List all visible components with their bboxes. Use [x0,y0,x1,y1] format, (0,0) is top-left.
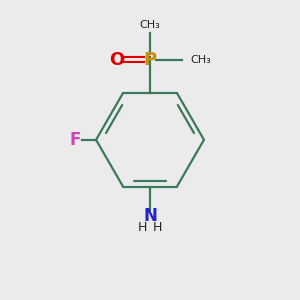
Text: H: H [138,221,147,234]
Text: O: O [109,50,124,68]
Text: CH₃: CH₃ [140,20,160,30]
Text: P: P [143,50,157,68]
Text: F: F [70,131,81,149]
Text: N: N [143,207,157,225]
Text: H: H [153,221,162,234]
Text: CH₃: CH₃ [190,55,211,64]
